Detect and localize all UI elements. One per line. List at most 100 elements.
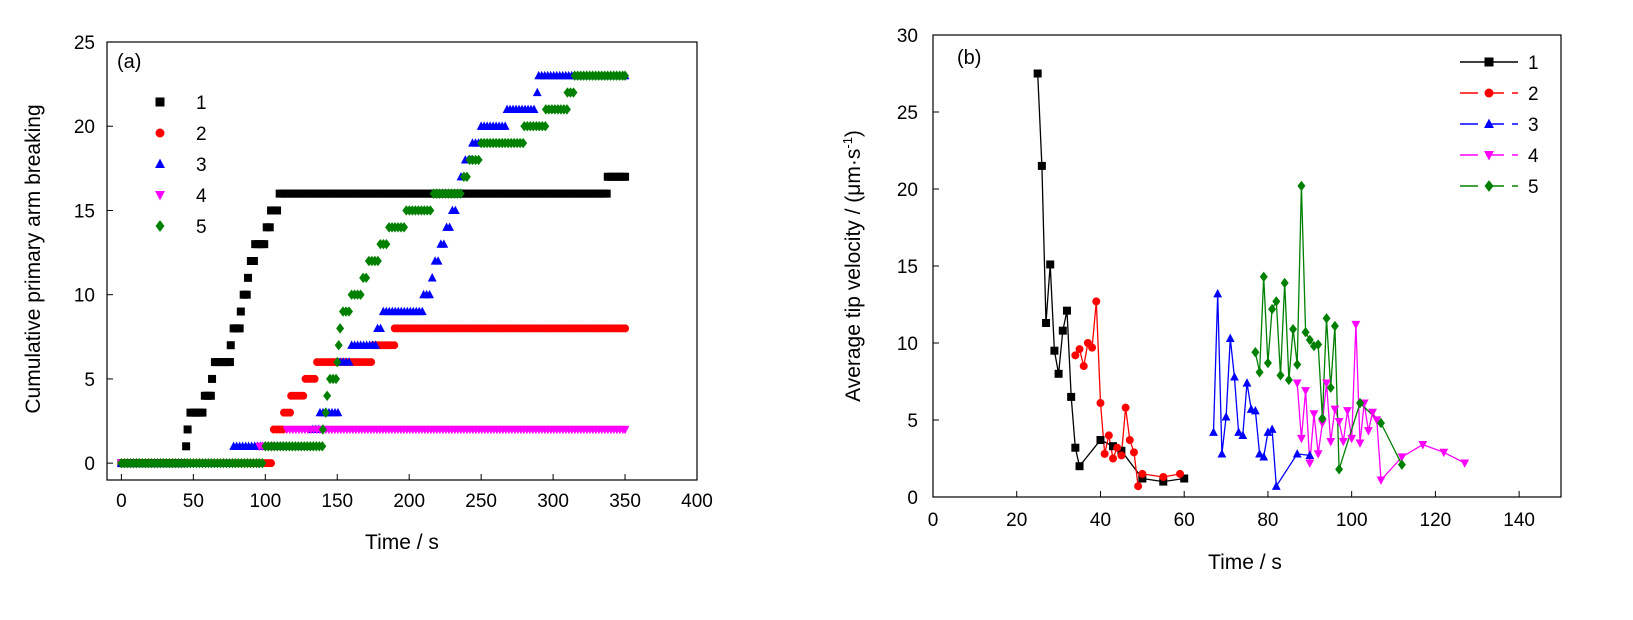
series-3-point (1213, 288, 1223, 298)
panel-a-y-tick-label: 5 (84, 370, 95, 391)
panel-b-y-tick-label: 5 (907, 411, 918, 432)
panel-b-x-tick-label: 40 (1090, 510, 1111, 531)
panel-a-x-tick-label: 250 (465, 491, 497, 512)
series-5-point (569, 87, 578, 98)
panel-a-x-tick-label: 350 (609, 491, 641, 512)
panel-a-legend-2-marker (155, 128, 165, 138)
panel-b-y-tick-label: 30 (897, 26, 918, 47)
panel-b-legend-1-marker (1484, 57, 1494, 67)
series-3-point (450, 205, 460, 215)
series-4-point (1372, 416, 1382, 425)
series-3-point (344, 357, 354, 366)
series-1-point (198, 408, 207, 417)
series-5-point (334, 340, 343, 351)
series-5-point (1314, 339, 1323, 350)
panel-b-y-axis-title-close: ) (842, 130, 865, 137)
panel-a-y-tick-label: 15 (74, 201, 95, 222)
series-5-line (1254, 185, 1403, 470)
series-5-point (1263, 357, 1272, 369)
series-5-point (356, 289, 365, 300)
series-5-point (621, 70, 630, 81)
series-5-point (400, 222, 409, 233)
series-4-point (1418, 441, 1428, 450)
panel-a-x-tick-label: 300 (537, 491, 569, 512)
series-4-point (1376, 476, 1386, 485)
series-1-line (1037, 73, 1185, 483)
series-4-point (1343, 407, 1352, 416)
series-4-point (1347, 434, 1357, 444)
series-5-point (333, 356, 342, 368)
series-5-point (1272, 296, 1281, 307)
series-4-point (1460, 459, 1470, 468)
panel-a-legend-5-marker (155, 220, 165, 232)
panel-b-frame (932, 34, 1562, 498)
series-4-point (1439, 448, 1449, 458)
panel-b-y-tick-label: 20 (897, 180, 918, 201)
series-3-point (1271, 481, 1281, 490)
panel-b-x-tick-label: 20 (1006, 510, 1027, 531)
series-1-point (1096, 436, 1105, 445)
series-3-point (1230, 372, 1239, 381)
series-2-point (1134, 482, 1143, 491)
panel-b: (b) Time / s Average tip velocity / (μm·… (840, 26, 1562, 574)
series-2-point (1129, 448, 1138, 457)
panel-a-x-tick-label: 200 (393, 491, 425, 512)
series-4-point (1364, 427, 1373, 436)
series-4-point (1301, 387, 1311, 396)
series-3-point (1234, 427, 1244, 436)
series-2-point (310, 374, 319, 383)
series-1-point (1058, 326, 1067, 335)
series-1-point (1071, 443, 1080, 452)
series-4-point (1351, 320, 1361, 330)
series-1-point (1180, 474, 1189, 483)
panel-a-frame (106, 41, 698, 481)
series-5-point (362, 272, 371, 284)
series-1-point (260, 240, 269, 249)
panel-a-y-tick-label: 20 (74, 117, 95, 138)
series-4-point (1305, 459, 1315, 468)
series-2-point (1096, 399, 1105, 408)
series-1-point (1067, 392, 1076, 401)
panel-a-legend-4-marker (155, 190, 165, 201)
panel-b-label: (b) (957, 47, 981, 69)
series-1-point (1033, 69, 1042, 78)
series-5-markers (117, 70, 630, 469)
series-2-point (1125, 436, 1134, 445)
series-1-point (1037, 161, 1046, 170)
series-2-point (299, 391, 308, 400)
series-1-point (208, 374, 217, 383)
series-1-markers (117, 172, 630, 468)
panel-a-x-tick-label: 50 (183, 491, 204, 512)
panel-b-y-axis-title: Average tip velocity / (μm·s-1) (840, 130, 865, 402)
series-5-point (1335, 464, 1344, 475)
panel-b-y-tick-label: 0 (907, 488, 918, 509)
series-2-point (1075, 345, 1084, 354)
series-1-point (244, 273, 253, 282)
series-3-point (1238, 430, 1248, 439)
series-3-point (1209, 427, 1218, 436)
panel-a-y-tick-label: 10 (74, 286, 95, 307)
series-5-point (382, 238, 391, 250)
series-5-point (1255, 367, 1264, 378)
series-5-point (1289, 323, 1298, 335)
series-3-point (445, 222, 455, 231)
series-1-point (226, 341, 235, 350)
panel-a-legend-1-label: 1 (196, 93, 207, 114)
series-1-point (1159, 477, 1168, 486)
series-2-point (1088, 343, 1097, 352)
panel-b-x-axis-title: Time / s (1208, 551, 1282, 574)
panel-b-legend-5-marker (1484, 180, 1494, 192)
series-1-point (249, 257, 258, 265)
series-1-point (225, 358, 234, 367)
series-2-point (267, 459, 276, 468)
series-2-point (1176, 469, 1185, 478)
panel-b-x-tick-label: 80 (1257, 510, 1278, 531)
series-3-point (532, 87, 542, 97)
series-2-point (1121, 403, 1130, 412)
panel-b-x-tick-label: 100 (1336, 510, 1368, 531)
series-2-point (1100, 449, 1109, 458)
series-4-point (1326, 437, 1336, 447)
series-5-point (1259, 271, 1268, 282)
series-1-point (265, 223, 274, 232)
